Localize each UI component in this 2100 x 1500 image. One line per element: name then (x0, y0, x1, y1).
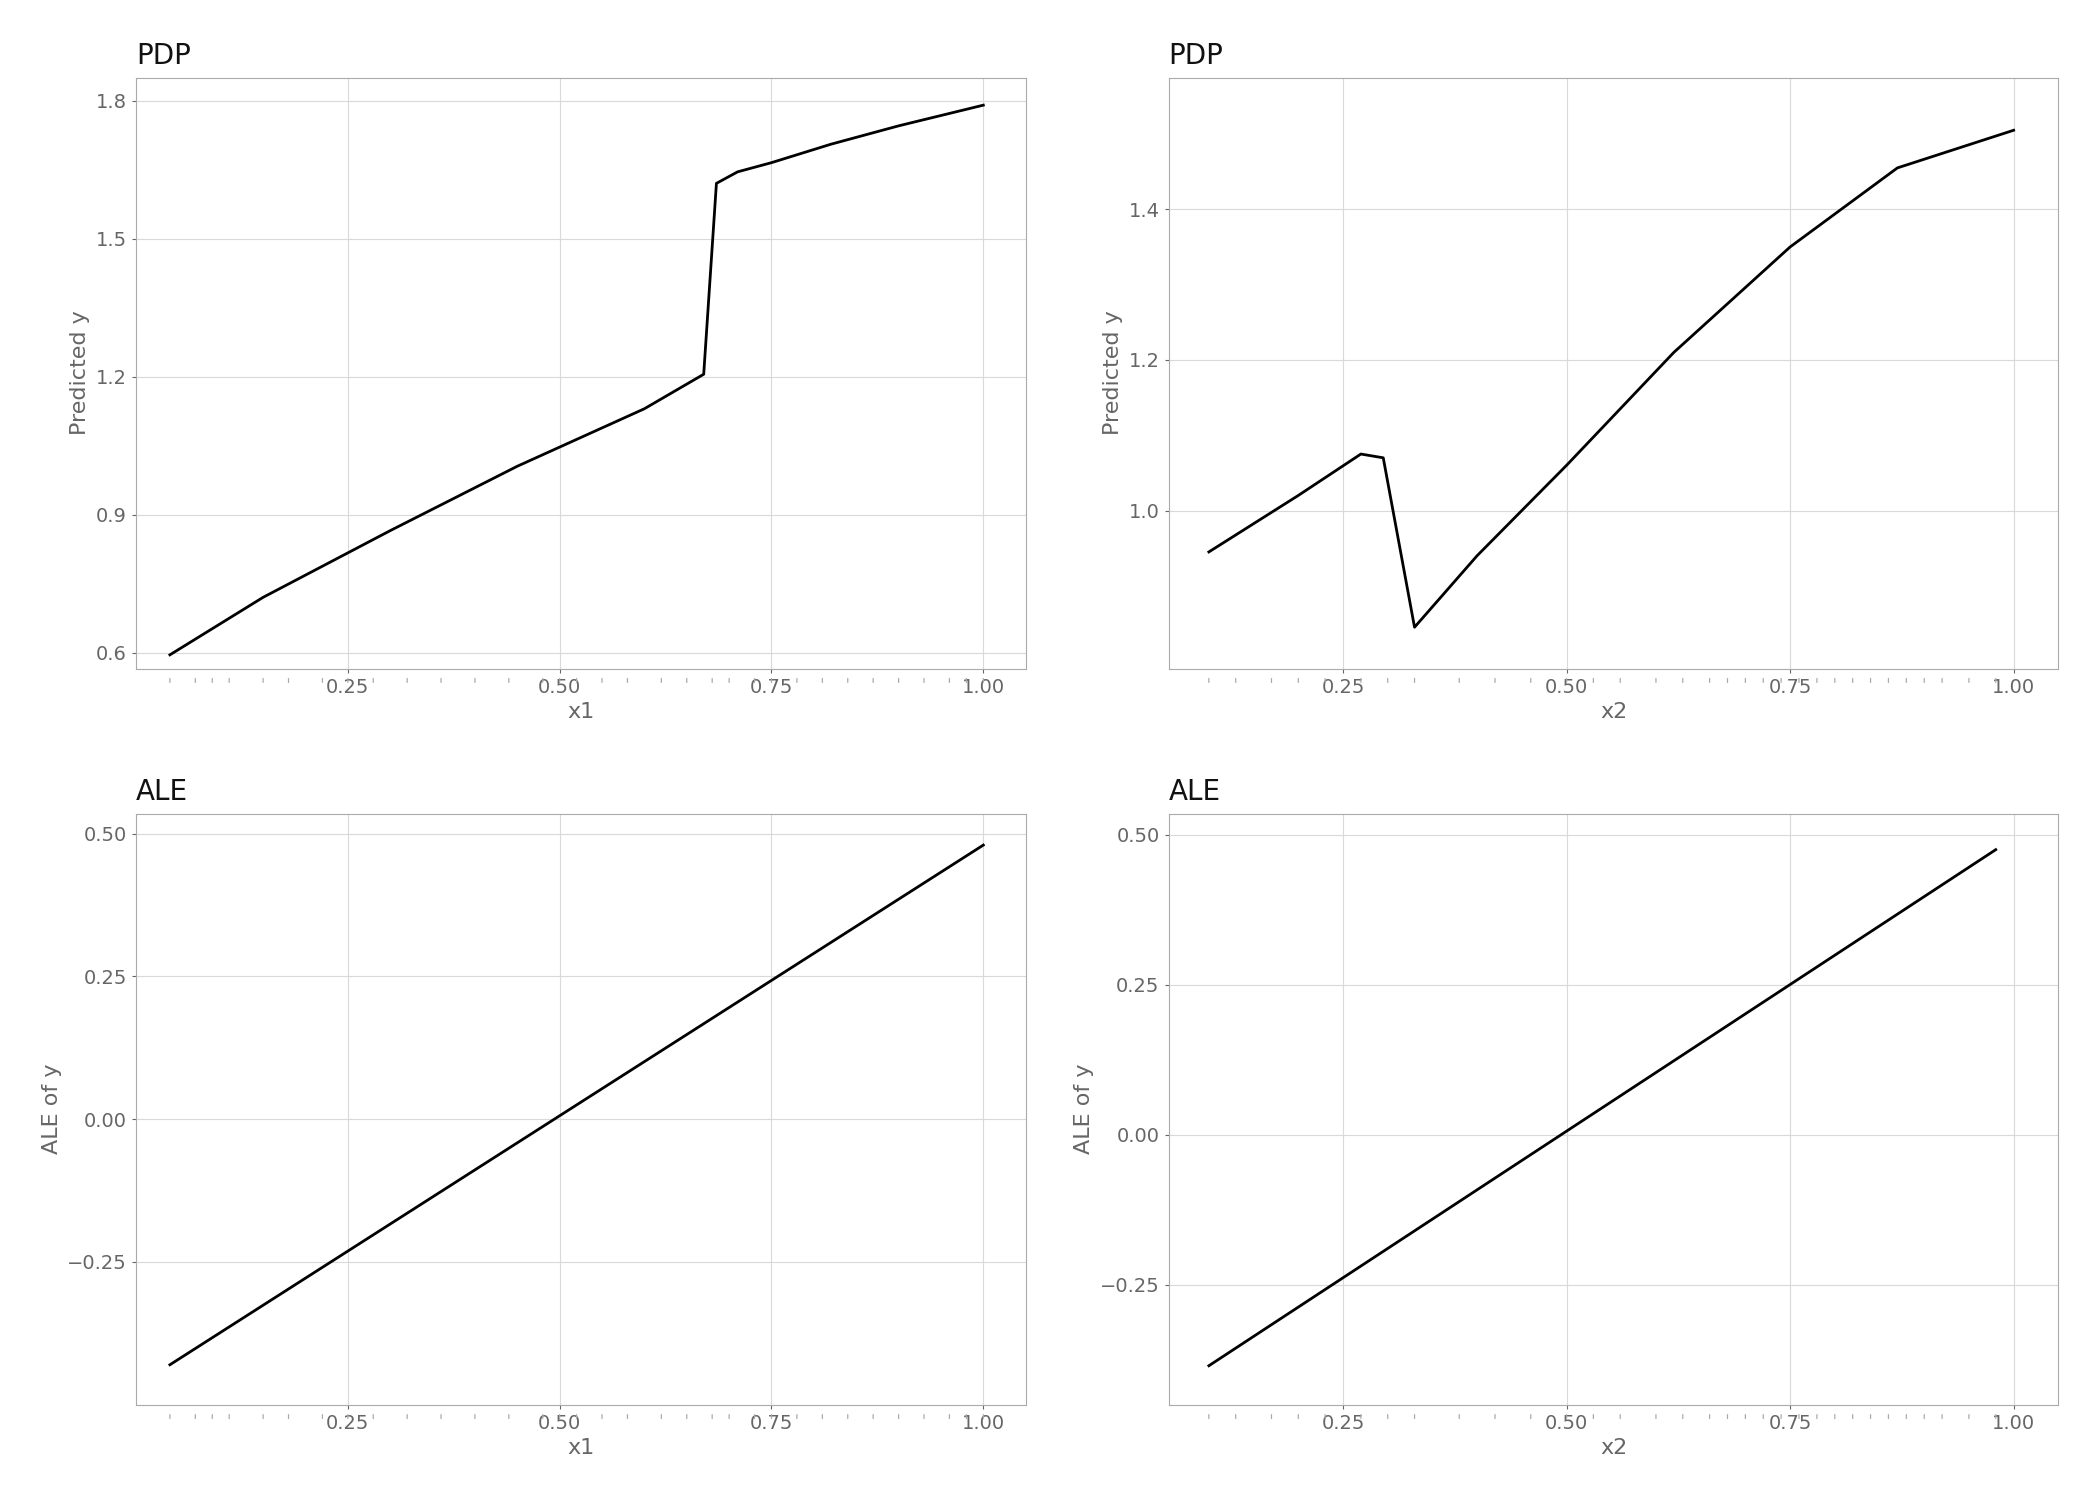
Text: ALE: ALE (136, 778, 189, 806)
Y-axis label: ALE of y: ALE of y (1075, 1064, 1094, 1155)
X-axis label: x1: x1 (567, 1438, 594, 1458)
Text: PDP: PDP (1168, 42, 1224, 69)
X-axis label: x2: x2 (1600, 1438, 1628, 1458)
X-axis label: x2: x2 (1600, 702, 1628, 721)
X-axis label: x1: x1 (567, 702, 594, 721)
Y-axis label: ALE of y: ALE of y (42, 1064, 61, 1155)
Text: PDP: PDP (136, 42, 191, 69)
Text: ALE: ALE (1168, 778, 1220, 806)
Y-axis label: Predicted y: Predicted y (69, 310, 90, 435)
Y-axis label: Predicted y: Predicted y (1102, 310, 1124, 435)
